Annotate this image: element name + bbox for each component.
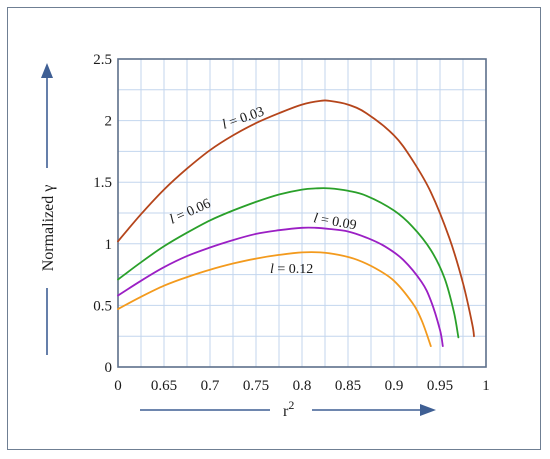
series-label-variable: l [168,212,178,227]
y-tick-label: 0 [105,360,113,376]
x-axis-title: r2 [283,398,294,420]
x-axis-title-background [270,398,312,422]
y-axis-title-group: Normalized γ [38,63,58,355]
y-tick-labels: 0 0.5 1 1.5 2 2.5 [93,52,112,376]
plot-area [117,58,487,368]
series-label-value: = 0.09 [316,212,357,234]
series-4: l = 0.12 [117,251,432,347]
y-axis-title-background [38,168,58,288]
y-tick-label: 0.5 [93,298,112,314]
series-label-value: = 0.12 [274,262,313,277]
x-tick-label: 0.75 [243,378,269,394]
series-label: l = 0.03 [220,105,266,133]
series-label: l = 0.12 [270,262,313,277]
x-tick-label: 0.85 [335,378,361,394]
series-label-variable: l [312,211,319,226]
y-axis-arrow-head [41,63,53,78]
x-tick-label: 0.9 [385,378,404,394]
x-axis-title-base: r [283,403,289,420]
y-tick-label: 2 [105,114,113,130]
x-tick-label: 0.95 [427,378,453,394]
x-tick-label: 0.7 [201,378,220,394]
series-layer: l = 0.03l = 0.06 l = 0.09l = 0.12 [117,99,475,347]
x-tick-label: 1 [482,378,490,394]
series-line [117,99,475,338]
x-tick-labels: 0 0.65 0.7 0.75 0.8 0.85 0.9 0.95 1 [114,378,490,394]
x-axis-arrow-head [420,404,436,416]
series-line [117,226,444,347]
series-label-variable: l [270,262,274,277]
x-tick-label: 0.65 [151,378,177,394]
y-tick-label: 1 [105,237,113,253]
x-tick-label: 0 [114,378,122,394]
series-label-value: = 0.03 [224,105,266,132]
y-tick-label: 2.5 [93,52,112,68]
y-axis-title: Normalized γ [40,185,57,272]
y-tick-label: 1.5 [93,175,112,191]
series-line [117,187,460,339]
series-line [117,251,432,347]
x-axis-title-group: r2 [140,398,436,422]
series-label: l = 0.09 [312,211,357,233]
x-axis-title-superscript: 2 [288,398,294,412]
chart-frame [7,7,541,450]
x-tick-label: 0.8 [293,378,312,394]
series-3: l = 0.09 [117,211,444,347]
series-label-variable: l [220,117,229,132]
